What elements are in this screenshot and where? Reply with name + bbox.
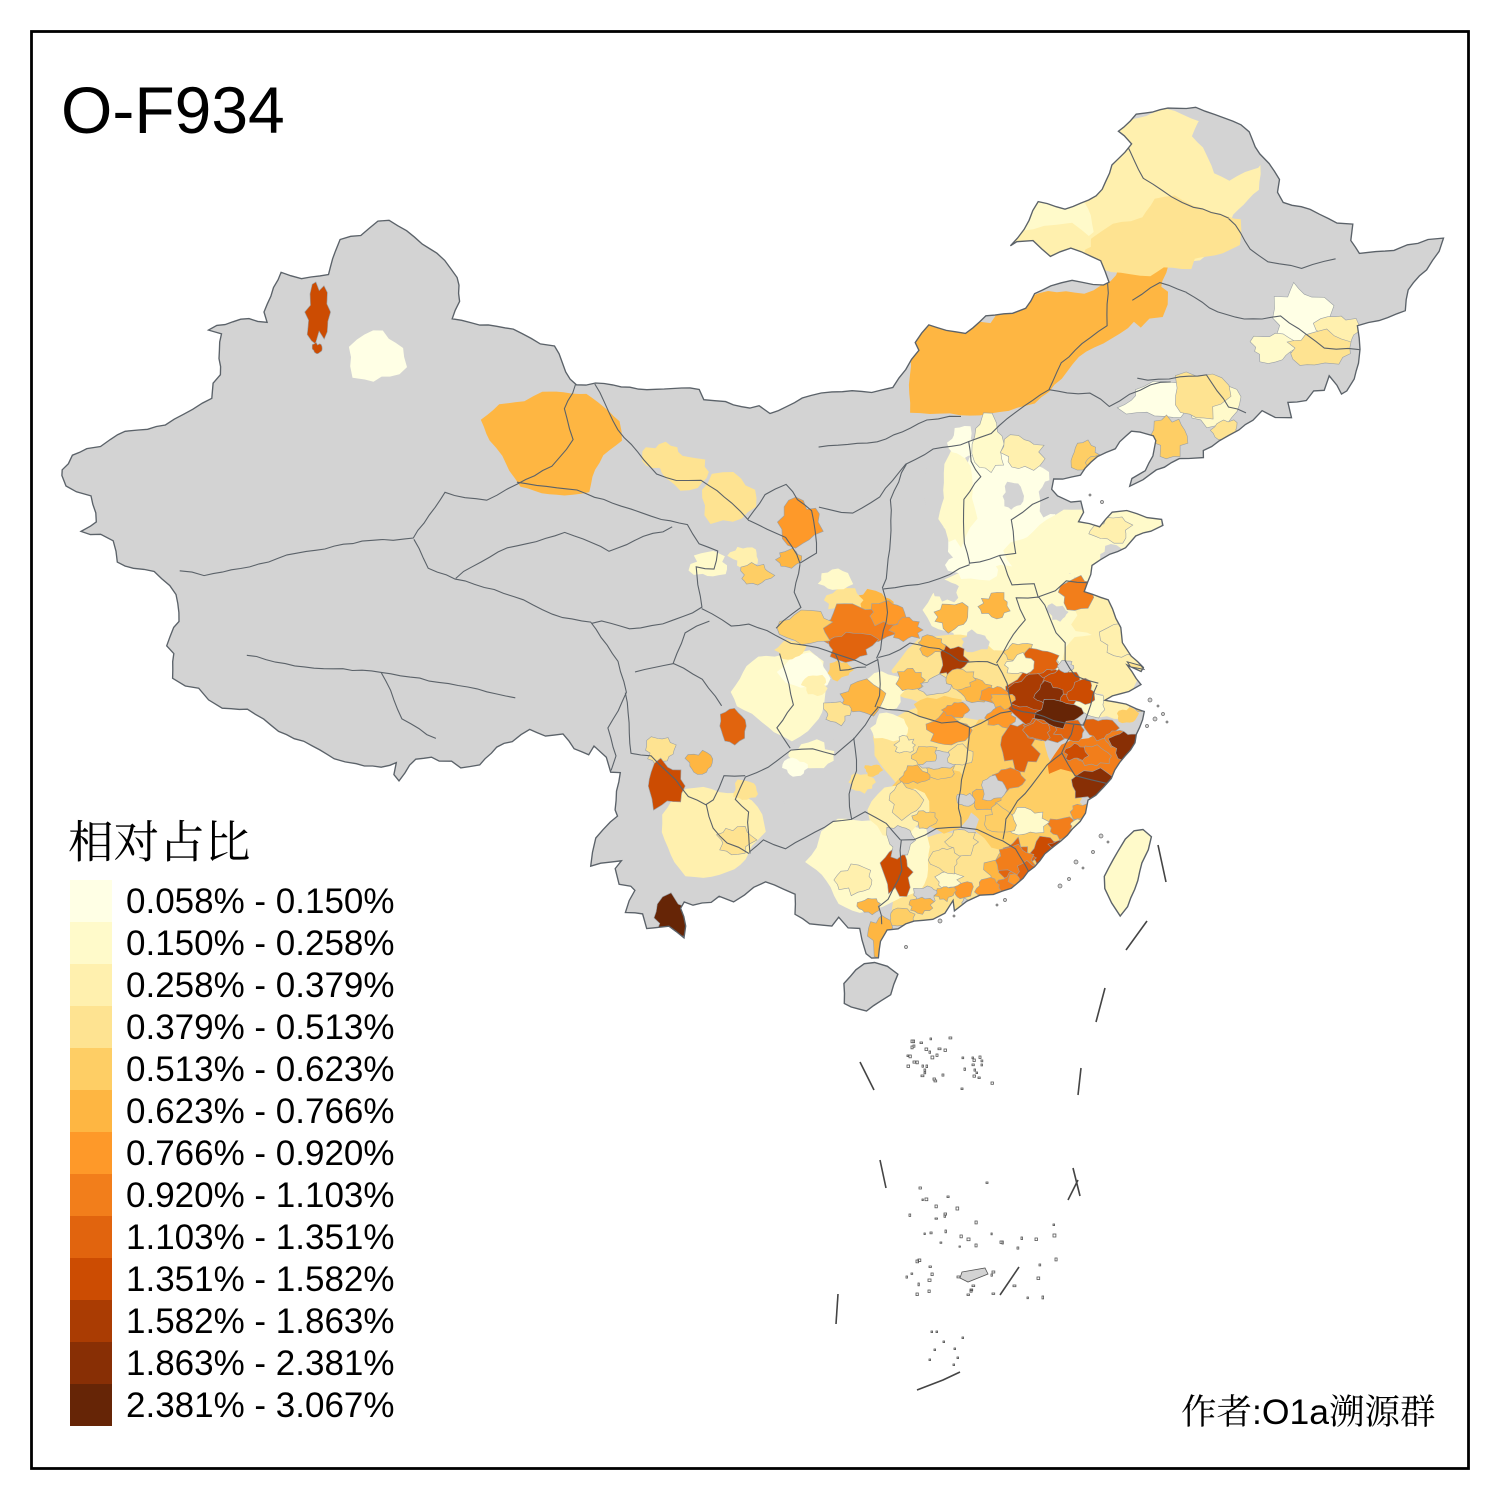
svg-text:0.513% - 0.623%: 0.513% - 0.623% xyxy=(126,1050,395,1089)
svg-text:O-F934: O-F934 xyxy=(61,73,285,147)
svg-text::O1a: :O1a xyxy=(1252,1392,1329,1432)
svg-text:1.351% - 1.582%: 1.351% - 1.582% xyxy=(126,1260,395,1299)
svg-text:0.920% - 1.103%: 0.920% - 1.103% xyxy=(126,1176,395,1215)
svg-text:1.863% - 2.381%: 1.863% - 2.381% xyxy=(126,1344,395,1383)
svg-text:1.582% - 1.863%: 1.582% - 1.863% xyxy=(126,1302,395,1341)
svg-text:0.150% - 0.258%: 0.150% - 0.258% xyxy=(126,924,395,963)
svg-text:0.623% - 0.766%: 0.623% - 0.766% xyxy=(126,1092,395,1131)
svg-text:0.058% - 0.150%: 0.058% - 0.150% xyxy=(126,882,395,921)
svg-text:2.381% - 3.067%: 2.381% - 3.067% xyxy=(126,1386,395,1425)
svg-text:0.766% - 0.920%: 0.766% - 0.920% xyxy=(126,1134,395,1173)
svg-text:0.379% - 0.513%: 0.379% - 0.513% xyxy=(126,1008,395,1047)
svg-text:0.258% - 0.379%: 0.258% - 0.379% xyxy=(126,966,395,1005)
svg-text:1.103% - 1.351%: 1.103% - 1.351% xyxy=(126,1218,395,1257)
